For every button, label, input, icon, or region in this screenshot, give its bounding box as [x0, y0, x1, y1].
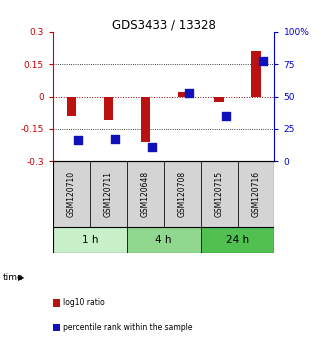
Text: 1 h: 1 h	[82, 235, 98, 245]
Text: GSM120716: GSM120716	[251, 171, 261, 217]
Text: GSM120648: GSM120648	[141, 171, 150, 217]
Text: 24 h: 24 h	[226, 235, 249, 245]
Bar	[141, 97, 150, 142]
Bar	[214, 97, 224, 102]
Bar	[201, 161, 238, 227]
Bar	[178, 92, 187, 97]
Bar	[201, 227, 274, 253]
Point	[260, 58, 265, 64]
Text: GSM120710: GSM120710	[67, 171, 76, 217]
Text: time: time	[3, 273, 24, 282]
Bar	[53, 227, 127, 253]
Point	[75, 137, 81, 143]
Text: GSM120711: GSM120711	[104, 171, 113, 217]
Point	[112, 136, 117, 142]
Point	[149, 144, 154, 150]
Title: GDS3433 / 13328: GDS3433 / 13328	[112, 19, 216, 32]
Point	[223, 113, 228, 119]
Text: GSM120708: GSM120708	[178, 171, 187, 217]
Bar	[127, 227, 201, 253]
Bar	[127, 161, 164, 227]
Text: ▶: ▶	[18, 273, 24, 282]
Bar	[238, 161, 274, 227]
Bar	[251, 51, 261, 97]
Bar	[104, 97, 113, 120]
Point	[186, 91, 191, 96]
Text: 4 h: 4 h	[155, 235, 172, 245]
Text: log10 ratio: log10 ratio	[63, 298, 105, 307]
Bar	[67, 97, 76, 116]
Bar	[164, 161, 201, 227]
Bar	[53, 161, 90, 227]
Text: GSM120715: GSM120715	[214, 171, 224, 217]
Bar	[90, 161, 127, 227]
Text: percentile rank within the sample: percentile rank within the sample	[63, 323, 193, 332]
